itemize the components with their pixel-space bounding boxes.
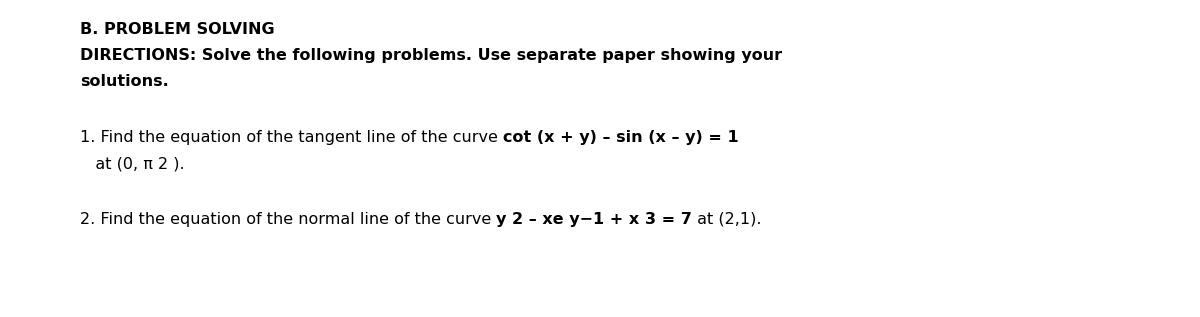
Text: DIRECTIONS: Solve the following problems. Use separate paper showing your: DIRECTIONS: Solve the following problems… (80, 48, 782, 63)
Text: 2. Find the equation of the normal line of the curve: 2. Find the equation of the normal line … (80, 212, 497, 227)
Text: y 2 – xe y−1 + x 3 = 7: y 2 – xe y−1 + x 3 = 7 (497, 212, 692, 227)
Text: at (2,1).: at (2,1). (692, 212, 762, 227)
Text: solutions.: solutions. (80, 74, 169, 89)
Text: B. PROBLEM SOLVING: B. PROBLEM SOLVING (80, 22, 275, 37)
Text: at (0, π 2 ).: at (0, π 2 ). (80, 156, 185, 171)
Text: 1. Find the equation of the tangent line of the curve: 1. Find the equation of the tangent line… (80, 130, 503, 145)
Text: cot (x + y) – sin (x – y) = 1: cot (x + y) – sin (x – y) = 1 (503, 130, 739, 145)
